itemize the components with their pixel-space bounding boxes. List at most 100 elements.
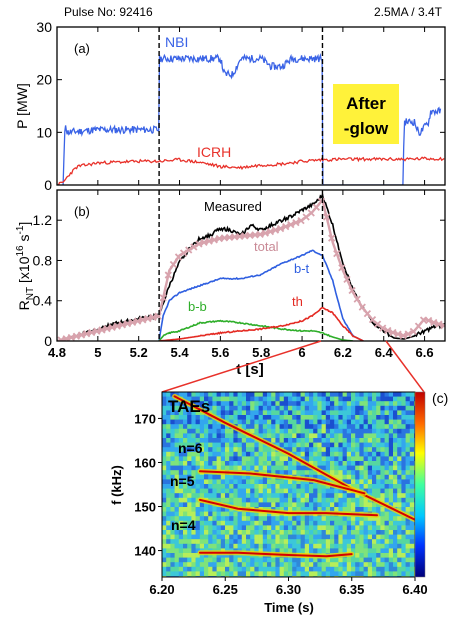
spectrogram-cell: [199, 396, 205, 402]
spectrogram-cell: [191, 415, 196, 420]
spectrogram-cell: [267, 548, 272, 554]
spectrogram-cell: [313, 539, 318, 545]
spectrogram-cell: [279, 520, 285, 526]
spectrogram-cell: [178, 511, 184, 517]
spectrogram-cell: [225, 525, 230, 531]
spectrogram-cell: [401, 415, 406, 420]
spectrogram-cell: [359, 520, 364, 526]
spectrogram-cell: [212, 571, 217, 577]
spectrogram-cell: [220, 488, 226, 494]
spectrogram-cell: [166, 401, 171, 407]
total-marker: [287, 220, 295, 229]
spectrogram-cell: [325, 566, 331, 572]
spectrogram-cell: [162, 539, 167, 545]
spectrogram-cell: [283, 571, 289, 577]
spectrogram-cell: [351, 571, 356, 577]
spectrogram-cell: [401, 401, 406, 407]
spectrogram-cell: [317, 415, 322, 420]
spectrogram-cell: [279, 424, 285, 430]
spectrogram-cell: [338, 474, 343, 480]
spectrogram-cell: [334, 428, 339, 434]
y-tick-label: 0.4: [33, 293, 53, 309]
total-marker: [113, 322, 121, 330]
spectrogram-cell: [355, 497, 360, 503]
spectrogram-cell: [401, 562, 406, 568]
spectrogram-cell: [204, 511, 209, 517]
spectrogram-cell: [388, 461, 394, 466]
spectrogram-cell: [351, 410, 356, 416]
spectrogram-cell: [405, 507, 411, 512]
spectrogram-cell: [208, 493, 213, 499]
spectrogram-cell: [191, 562, 196, 568]
spectrogram-cell: [195, 456, 201, 462]
spectrogram-cell: [393, 543, 398, 549]
spectrogram-cell: [229, 433, 234, 439]
spectrogram-cell: [183, 470, 188, 476]
panel-b: 00.40.81.24.8 5 5.2 5.4 5.6 5.8 6 6.2 6.4 6.6 (b)…: [15, 189, 446, 378]
spectrogram-cell: [384, 428, 390, 434]
spectrogram-cell: [317, 534, 322, 540]
spectrogram-cell: [359, 465, 364, 471]
spectrogram-cell: [401, 470, 406, 476]
spectrogram-cell: [292, 571, 297, 577]
spectrogram-cell: [174, 553, 180, 558]
spectrogram-cell: [204, 424, 209, 430]
spectrogram-cell: [304, 548, 310, 554]
spectrogram-cell: [355, 470, 360, 476]
spectrogram-cell: [342, 479, 348, 485]
spectrogram-cell: [241, 456, 247, 462]
spectrogram-cell: [216, 516, 222, 522]
spectrogram-cell: [304, 410, 310, 416]
spectrogram-cell: [178, 428, 184, 434]
spectrogram-cell: [241, 433, 247, 439]
spectrogram-cell: [288, 456, 293, 462]
spectrogram-cell: [401, 396, 406, 402]
spectrogram-cell: [380, 488, 385, 494]
spectrogram-cell: [174, 543, 180, 549]
spectrogram-cell: [321, 428, 327, 434]
spectrogram-cell: [363, 465, 369, 471]
spectrogram-cell: [363, 484, 369, 489]
spectrogram-cell: [397, 479, 402, 485]
spectrogram-cell: [300, 442, 306, 448]
spectrogram-cell: [254, 474, 259, 480]
spectrogram-cell: [229, 442, 234, 448]
spectrogram-cell: [246, 474, 251, 480]
total-marker: [317, 197, 326, 205]
spectrogram-cell: [380, 520, 385, 526]
spectrogram-cell: [376, 410, 381, 416]
spectrogram-cell: [288, 438, 293, 443]
spectrogram-cell: [296, 396, 301, 402]
spectrogram-cell: [220, 511, 226, 517]
spectrogram-cell: [292, 525, 297, 531]
spectrogram-cell: [267, 502, 272, 508]
spectrogram-cell: [313, 548, 318, 554]
spectrogram-cell: [267, 401, 272, 407]
spectrogram-cell: [342, 488, 348, 494]
spectrogram-cell: [376, 392, 381, 397]
spectrogram-cell: [288, 507, 293, 512]
spectrogram-cell: [229, 451, 234, 457]
spectrogram-cell: [300, 401, 306, 407]
spectrogram-cell: [162, 447, 167, 453]
spectrogram-cell: [262, 424, 268, 430]
spectrogram-cell: [334, 392, 339, 397]
spectrogram-cell: [309, 497, 314, 503]
spectrogram-cell: [317, 539, 322, 545]
spectrogram-cell: [346, 557, 352, 563]
spectrogram-cell: [355, 410, 360, 416]
spectrogram-cell: [229, 484, 234, 489]
spectrogram-cell: [204, 543, 209, 549]
spectrogram-cell: [187, 488, 192, 494]
spectrogram-cell: [225, 442, 230, 448]
spectrogram-cell: [212, 516, 217, 522]
spectrogram-cell: [409, 456, 415, 462]
spectrogram-cell: [229, 415, 234, 420]
spectrogram-cell: [170, 497, 175, 503]
spectrogram-cell: [346, 534, 352, 540]
spectrogram-cell: [325, 493, 331, 499]
spectrogram-cell: [233, 451, 238, 457]
spectrogram-cell: [384, 392, 390, 397]
spectrogram-cell: [325, 571, 331, 577]
spectrogram-cell: [233, 461, 238, 466]
